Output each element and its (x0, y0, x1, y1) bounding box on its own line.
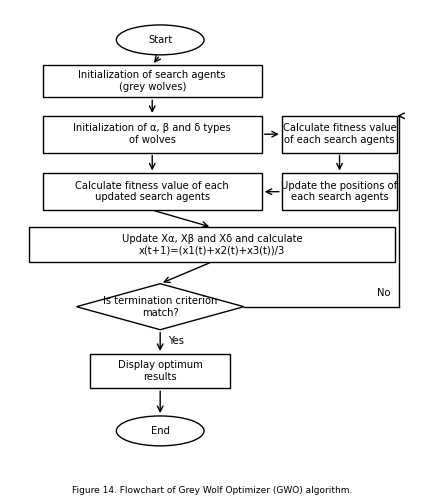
Ellipse shape (116, 25, 204, 55)
Text: Initialization of search agents
(grey wolves): Initialization of search agents (grey wo… (78, 70, 226, 92)
FancyBboxPatch shape (90, 354, 230, 388)
Polygon shape (76, 284, 244, 330)
Text: Update the positions of
each search agents: Update the positions of each search agen… (282, 181, 398, 203)
Text: End: End (151, 426, 170, 436)
Text: Figure 14. Flowchart of Grey Wolf Optimizer (GWO) algorithm.: Figure 14. Flowchart of Grey Wolf Optimi… (72, 486, 352, 495)
Text: Calculate fitness value of each
updated search agents: Calculate fitness value of each updated … (75, 181, 229, 203)
Text: Initialization of α, β and δ types
of wolves: Initialization of α, β and δ types of wo… (73, 124, 231, 145)
Text: Update Xα, Xβ and Xδ and calculate
x(t+1)=(x1(t)+x2(t)+x3(t))/3: Update Xα, Xβ and Xδ and calculate x(t+1… (122, 234, 302, 256)
Text: Display optimum
results: Display optimum results (118, 360, 203, 382)
FancyBboxPatch shape (282, 174, 397, 210)
Text: Is termination criterion
match?: Is termination criterion match? (103, 296, 218, 318)
FancyBboxPatch shape (42, 174, 262, 210)
Text: Calculate fitness value
of each search agents: Calculate fitness value of each search a… (283, 124, 396, 145)
FancyBboxPatch shape (282, 116, 397, 152)
Text: Start: Start (148, 35, 172, 45)
FancyBboxPatch shape (29, 228, 395, 262)
Text: No: No (377, 288, 390, 298)
FancyBboxPatch shape (42, 65, 262, 98)
Text: Yes: Yes (168, 336, 184, 346)
FancyBboxPatch shape (42, 116, 262, 152)
Ellipse shape (116, 416, 204, 446)
